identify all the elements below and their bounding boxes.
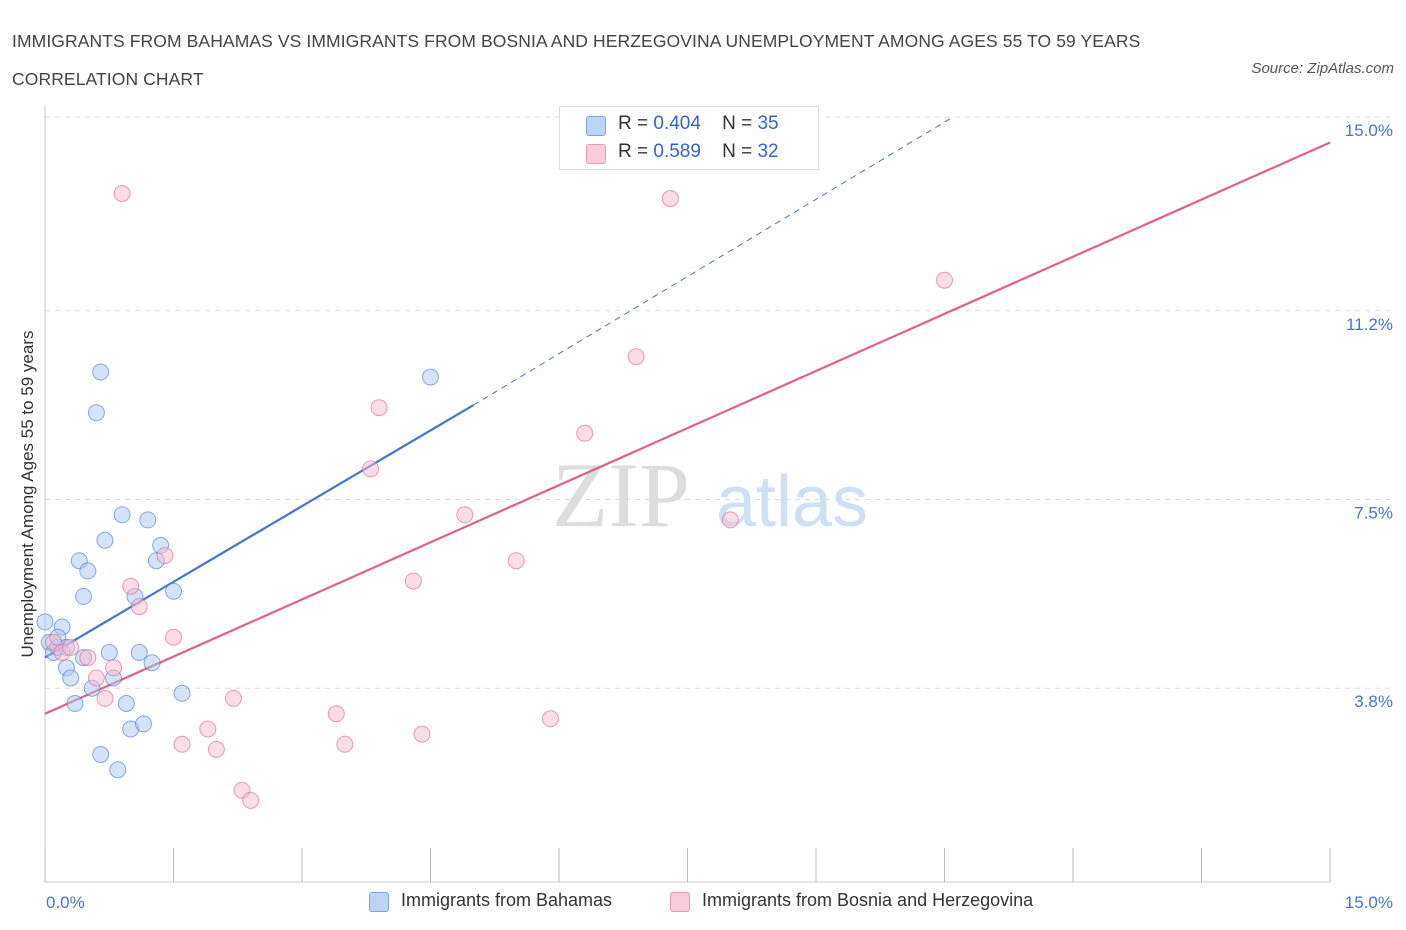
data-point-bosnia — [721, 511, 739, 529]
axes — [44, 105, 1331, 883]
trend-line-1 — [44, 141, 1331, 715]
y-tick-label: 7.5% — [1354, 504, 1393, 523]
x-tick-label-min: 0.0% — [46, 893, 85, 912]
data-point-bosnia — [404, 572, 422, 590]
data-point-bahamas — [143, 654, 161, 672]
data-point-bosnia — [541, 710, 559, 728]
watermark: ZIP atlas — [552, 444, 868, 546]
legend-swatch-bahamas — [586, 116, 606, 136]
legend-swatch-bosnia — [586, 144, 606, 164]
data-point-bosnia — [165, 628, 182, 646]
legend-r-label: R = — [618, 113, 649, 134]
data-point-bahamas — [100, 644, 118, 661]
data-point-bahamas — [135, 715, 153, 733]
data-point-bosnia — [336, 735, 354, 753]
data-point-bahamas — [66, 695, 84, 712]
grid-lines — [45, 116, 1390, 689]
stats-legend: R = 0.404 N = 35 R = 0.589 N = 32 — [559, 106, 819, 170]
data-point-bosnia — [105, 659, 123, 677]
data-point-bosnia — [627, 348, 645, 366]
legend-label-bosnia: Immigrants from Bosnia and Herzegovina — [702, 890, 1034, 910]
data-point-bahamas — [92, 363, 110, 381]
data-point-bahamas — [117, 695, 135, 712]
data-point-bosnia — [173, 735, 191, 753]
watermark-atlas: atlas — [716, 462, 868, 542]
trend-line-extension-0 — [473, 116, 954, 406]
data-point-bosnia — [370, 399, 388, 417]
y-tick-labels: 3.8% 7.5% 11.2% 15.0% — [1345, 121, 1393, 711]
data-point-bahamas — [165, 582, 182, 600]
data-point-bahamas — [130, 644, 148, 661]
watermark-zip: ZIP — [552, 444, 690, 546]
data-point-bosnia — [62, 638, 80, 656]
data-point-bosnia — [242, 791, 260, 809]
chart-title: IMMIGRANTS FROM BAHAMAS VS IMMIGRANTS FR… — [12, 31, 1141, 89]
data-point-bahamas — [79, 562, 97, 580]
data-point-bosnia — [199, 720, 217, 738]
data-point-bahamas — [422, 368, 439, 386]
data-point-bahamas — [36, 613, 54, 631]
data-point-bosnia — [362, 460, 380, 478]
legend-n-value: 35 — [757, 113, 779, 134]
y-axis-title: Unemployment Among Ages 55 to 59 years — [18, 331, 37, 658]
data-point-bosnia — [576, 424, 594, 442]
data-point-bosnia — [936, 271, 953, 289]
legend-r-value: 0.589 — [653, 141, 701, 162]
data-point-bahamas — [113, 506, 131, 524]
source-label: Source: ZipAtlas.com — [1251, 60, 1394, 77]
data-point-bosnia — [661, 190, 679, 208]
data-point-bahamas — [62, 669, 80, 687]
data-point-bosnia — [156, 547, 174, 565]
data-points — [36, 185, 953, 809]
data-point-bosnia — [122, 577, 140, 595]
data-point-bosnia — [507, 552, 525, 570]
data-point-bahamas — [109, 761, 127, 779]
data-point-bahamas — [75, 587, 93, 605]
data-point-bosnia — [87, 669, 105, 687]
legend-swatch-bosnia — [670, 892, 690, 912]
data-point-bahamas — [173, 684, 191, 702]
data-point-bahamas — [92, 746, 110, 763]
legend-label-bahamas: Immigrants from Bahamas — [401, 890, 613, 910]
data-point-bahamas — [87, 404, 105, 422]
legend-swatch-bahamas — [369, 892, 389, 912]
data-point-bahamas — [139, 511, 157, 529]
data-point-bosnia — [413, 725, 431, 743]
data-point-bosnia — [224, 689, 242, 707]
data-point-bosnia — [130, 598, 148, 616]
legend-r-label: R = — [618, 141, 649, 162]
y-tick-label: 11.2% — [1346, 315, 1393, 334]
data-point-bosnia — [327, 705, 345, 723]
data-point-bahamas — [96, 531, 114, 549]
data-point-bosnia — [96, 689, 114, 707]
data-point-bosnia — [456, 506, 474, 524]
legend-n-label: N = — [722, 141, 753, 162]
trend-lines — [44, 116, 1331, 715]
trend-line-0 — [44, 404, 474, 659]
legend-n-label: N = — [722, 113, 753, 134]
data-point-bosnia — [113, 185, 131, 202]
x-tick-labels: 0.0% 15.0% — [46, 893, 1393, 912]
legend-r-value: 0.404 — [653, 113, 701, 134]
legend-n-value: 32 — [757, 141, 779, 162]
x-tick-label-max: 15.0% — [1345, 893, 1393, 912]
data-point-bosnia — [207, 740, 225, 758]
y-tick-label: 3.8% — [1354, 692, 1393, 711]
data-point-bosnia — [79, 649, 97, 667]
y-tick-label: 15.0% — [1345, 121, 1393, 140]
